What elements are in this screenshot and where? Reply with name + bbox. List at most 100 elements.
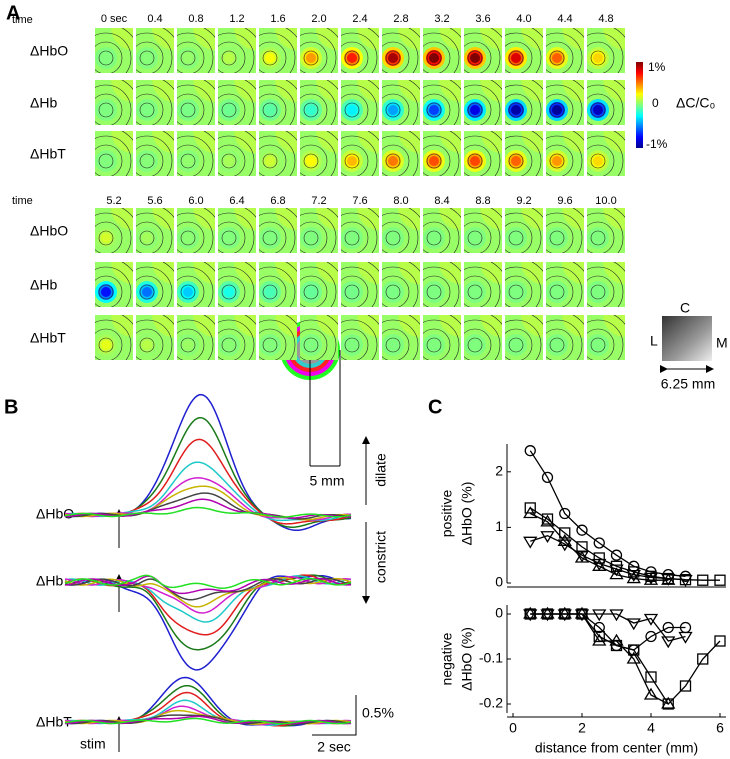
ring — [464, 135, 501, 176]
time-label: 9.6 — [557, 195, 572, 207]
ring — [505, 41, 533, 73]
ring — [385, 50, 401, 66]
blob — [429, 287, 439, 297]
marker — [626, 651, 641, 664]
marker — [609, 564, 624, 577]
map-tile — [218, 131, 256, 176]
marker — [714, 574, 726, 586]
ring — [423, 41, 451, 73]
marker — [661, 573, 676, 586]
map-tile — [341, 315, 379, 360]
ring — [508, 230, 524, 246]
ring — [344, 284, 360, 300]
ring — [177, 328, 205, 360]
time-scale: 2 sec — [317, 739, 350, 755]
map-tile — [382, 315, 420, 360]
marker — [593, 621, 605, 634]
map-tile — [464, 80, 502, 125]
ring — [505, 135, 542, 176]
panel-label: C — [428, 396, 442, 418]
row-label: ΔHbT — [30, 330, 66, 346]
blob — [593, 53, 603, 63]
marker — [559, 527, 571, 539]
ring — [426, 230, 442, 246]
inset-label: C — [680, 300, 690, 316]
map-tile — [546, 131, 584, 176]
blob — [429, 53, 439, 63]
ring — [508, 50, 524, 66]
ring — [385, 153, 401, 169]
ring — [549, 50, 565, 66]
map-tile — [136, 80, 174, 125]
stim-label: stim — [80, 736, 106, 752]
map-tile — [177, 208, 215, 253]
time-label: 2.8 — [393, 13, 408, 25]
marker — [523, 506, 538, 519]
ring — [300, 93, 328, 125]
ring — [587, 221, 615, 253]
marker — [540, 514, 555, 527]
ring — [382, 32, 419, 73]
time-label: 10.0 — [595, 195, 616, 207]
ring — [259, 266, 296, 307]
ring — [303, 153, 319, 169]
blob — [593, 340, 603, 350]
time-label: time — [12, 195, 33, 207]
ring — [344, 102, 360, 118]
blob — [224, 105, 234, 115]
map-tile — [505, 208, 543, 253]
trace — [64, 575, 352, 595]
trace — [64, 717, 352, 725]
ring — [549, 230, 565, 246]
marker — [697, 574, 709, 586]
blob — [470, 156, 480, 166]
ring — [464, 212, 501, 253]
y-axis-label: positive — [439, 490, 455, 538]
ring — [587, 275, 615, 307]
ring — [590, 153, 606, 169]
time-label: 1.6 — [270, 13, 285, 25]
ring — [95, 266, 132, 307]
marker — [645, 671, 657, 683]
row-label: ΔHb — [30, 277, 57, 293]
x-axis-label: distance from center (mm) — [535, 740, 698, 756]
map-tile — [259, 262, 297, 307]
ring — [95, 221, 123, 253]
blob — [552, 53, 562, 63]
map-tile — [177, 315, 215, 360]
marker — [524, 502, 536, 514]
ring — [546, 319, 583, 360]
marker — [592, 633, 607, 646]
x-tick-label: 6 — [716, 720, 724, 736]
ring — [587, 135, 624, 176]
blob — [306, 105, 316, 115]
marker — [557, 609, 572, 622]
marker — [661, 696, 676, 709]
ring — [426, 50, 442, 66]
blob — [265, 287, 275, 297]
ring — [382, 221, 410, 253]
ring — [303, 50, 319, 66]
amp-scale: 0.5% — [362, 705, 394, 721]
ring — [382, 212, 419, 253]
blob — [183, 287, 193, 297]
map-tile — [464, 131, 502, 176]
map-tile — [341, 262, 379, 307]
ring — [505, 93, 533, 125]
blob — [388, 340, 398, 350]
ring — [423, 32, 460, 73]
ring — [300, 84, 337, 125]
ring — [180, 230, 196, 246]
blob — [511, 287, 521, 297]
map-tile — [341, 28, 379, 73]
map-tile — [505, 315, 543, 360]
map-tile — [505, 131, 543, 176]
ring — [139, 284, 155, 300]
ring — [259, 144, 287, 176]
map-tile — [546, 28, 584, 73]
map-tile — [505, 28, 543, 73]
map-tile — [218, 262, 256, 307]
ring — [136, 275, 164, 307]
ring — [382, 93, 410, 125]
ring — [344, 50, 360, 66]
